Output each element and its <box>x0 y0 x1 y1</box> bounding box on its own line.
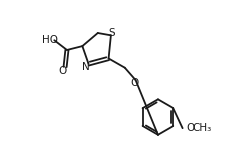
Text: CH₃: CH₃ <box>193 123 212 133</box>
Text: S: S <box>109 27 115 38</box>
Text: N: N <box>82 62 90 72</box>
Text: HO: HO <box>42 35 58 45</box>
Text: O: O <box>186 123 195 133</box>
Text: O: O <box>130 78 138 88</box>
Text: O: O <box>59 66 67 76</box>
